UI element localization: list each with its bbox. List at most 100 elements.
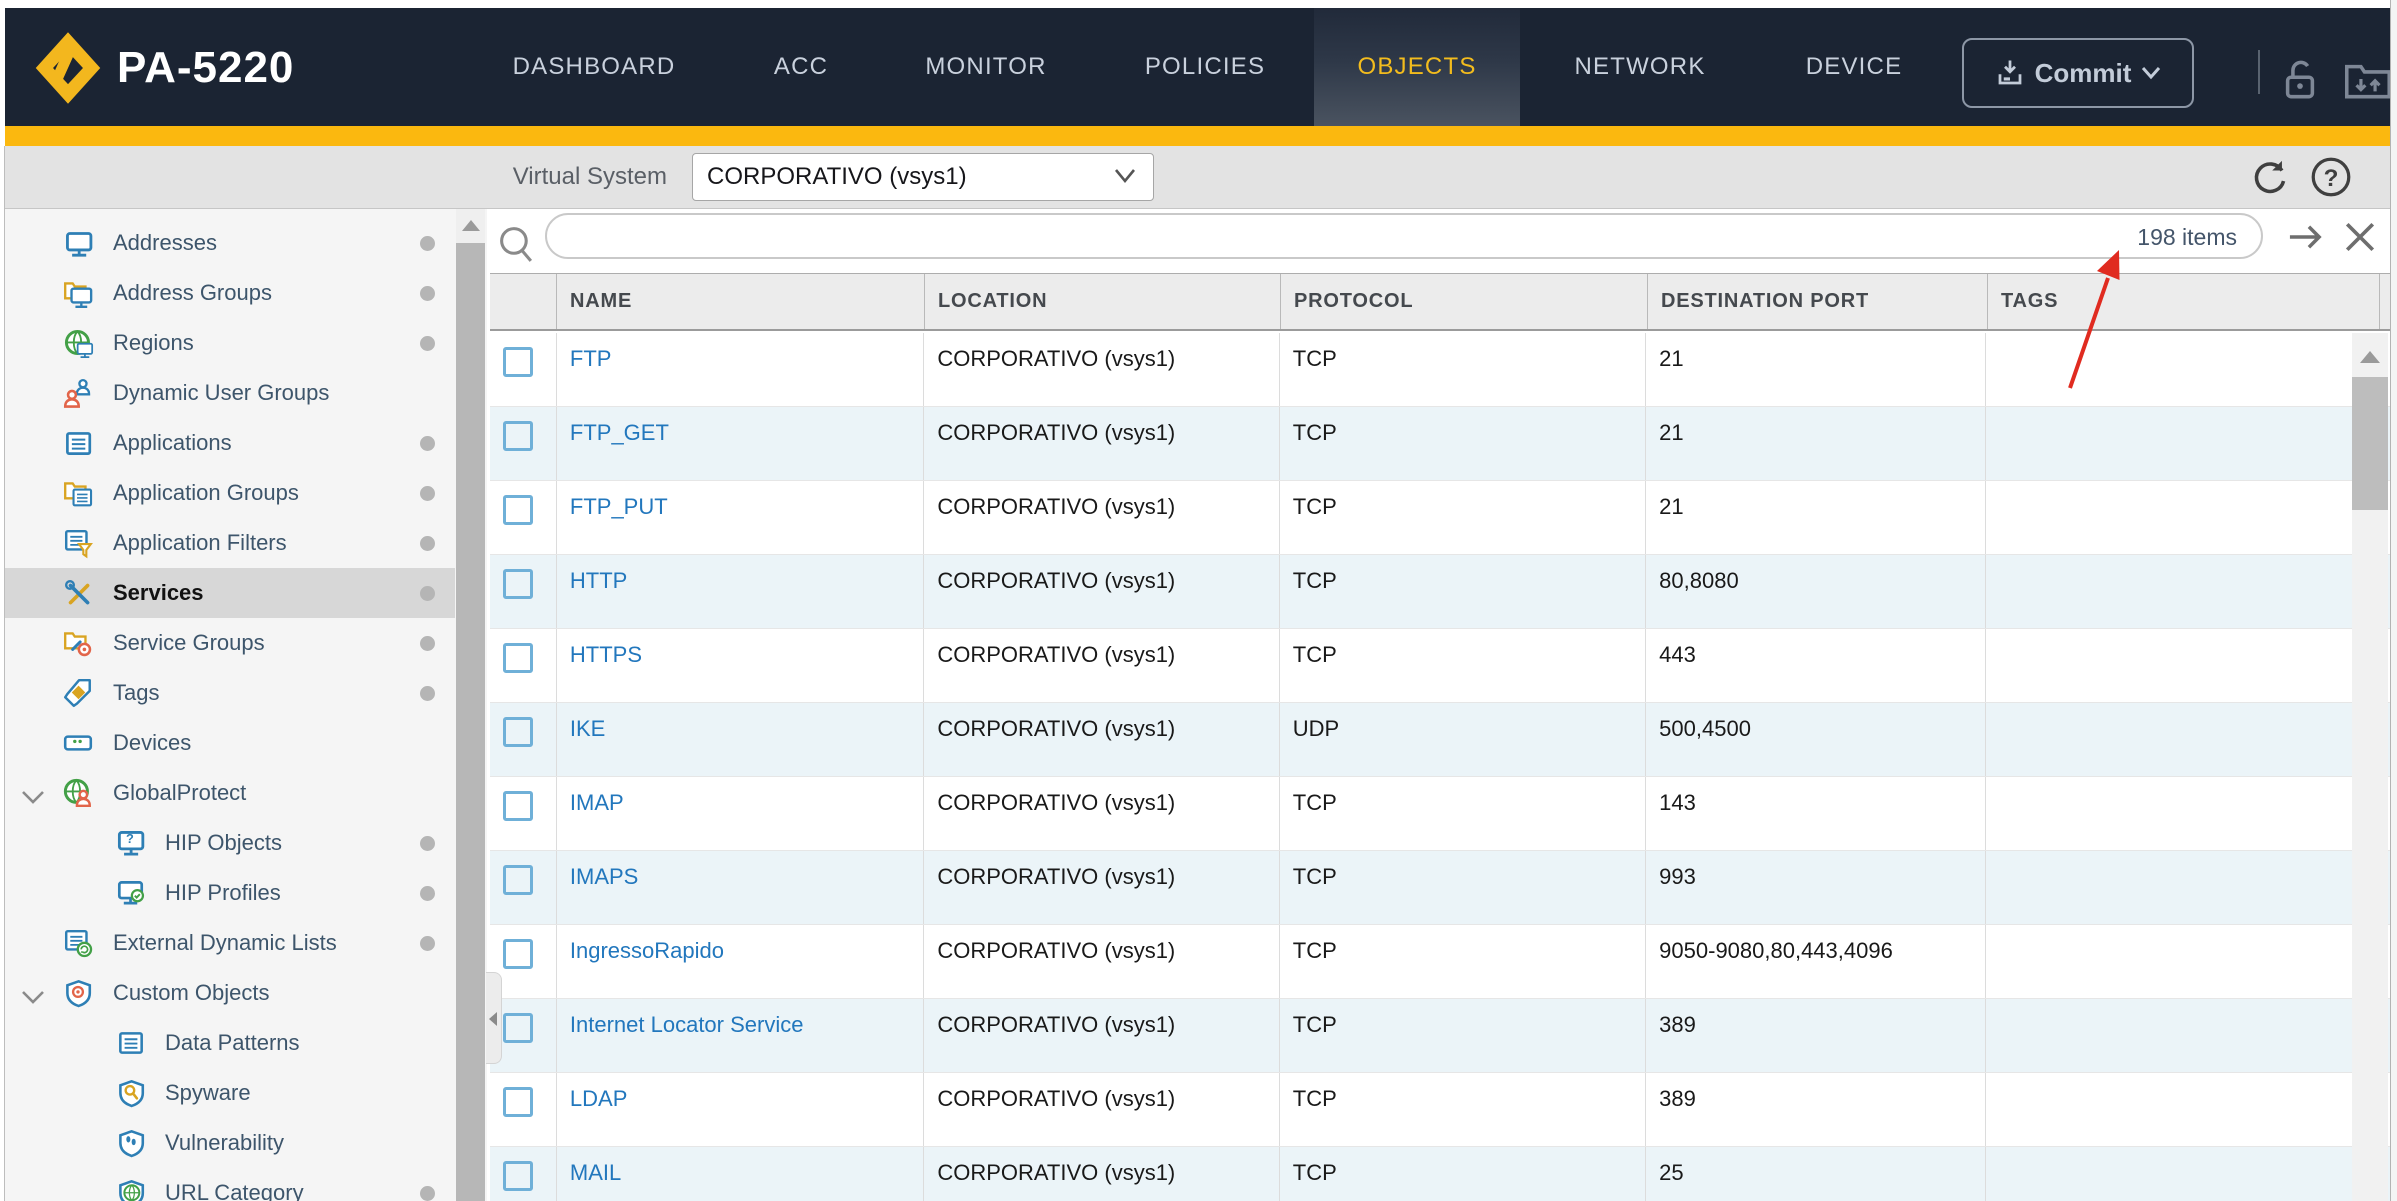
- service-name-link[interactable]: IMAPS: [570, 864, 638, 889]
- service-name-link[interactable]: HTTPS: [570, 642, 642, 667]
- row-checkbox[interactable]: [503, 643, 533, 673]
- service-name-link[interactable]: Internet Locator Service: [570, 1012, 804, 1037]
- expand-chevron-icon[interactable]: [21, 985, 45, 1011]
- regions-icon: [62, 327, 94, 359]
- row-checkbox[interactable]: [503, 569, 533, 599]
- sidebar-item-application-groups[interactable]: Application Groups: [5, 468, 455, 518]
- service-name-link[interactable]: LDAP: [570, 1086, 627, 1111]
- sidebar-item-regions[interactable]: Regions: [5, 318, 455, 368]
- sidebar-item-service-groups[interactable]: Service Groups: [5, 618, 455, 668]
- sidebar-item-globalprotect[interactable]: GlobalProtect: [5, 768, 455, 818]
- sidebar-scrollbar-thumb[interactable]: [456, 243, 485, 1201]
- row-checkbox[interactable]: [503, 1013, 533, 1043]
- sidebar-item-hip-profiles[interactable]: HIP Profiles: [5, 868, 455, 918]
- refresh-icon[interactable]: [2248, 156, 2290, 203]
- row-checkbox[interactable]: [503, 717, 533, 747]
- column-header-location[interactable]: LOCATION: [925, 274, 1281, 329]
- service-name-link[interactable]: HTTP: [570, 568, 627, 593]
- service-name-link[interactable]: FTP_PUT: [570, 494, 668, 519]
- table-row[interactable]: FTP_GETCORPORATIVO (vsys1)TCP21: [490, 407, 2390, 481]
- nav-tab-device[interactable]: DEVICE: [1806, 8, 1903, 126]
- sidebar-item-devices[interactable]: Devices: [5, 718, 455, 768]
- clear-filter-icon[interactable]: [2343, 220, 2377, 259]
- protocol-cell: TCP: [1280, 555, 1646, 628]
- config-lock-icon[interactable]: [2277, 56, 2323, 107]
- applications-icon: [62, 427, 94, 459]
- column-header-name[interactable]: NAME: [557, 274, 925, 329]
- service-name-link[interactable]: IKE: [570, 716, 605, 741]
- nav-tab-monitor[interactable]: MONITOR: [925, 8, 1046, 126]
- row-checkbox[interactable]: [503, 1087, 533, 1117]
- table-row[interactable]: IMAPCORPORATIVO (vsys1)TCP143: [490, 777, 2390, 851]
- nav-tab-acc[interactable]: ACC: [774, 8, 828, 126]
- addresses-icon: [62, 227, 94, 259]
- sidebar-item-applications[interactable]: Applications: [5, 418, 455, 468]
- table-row[interactable]: Internet Locator ServiceCORPORATIVO (vsy…: [490, 999, 2390, 1073]
- nav-tab-dashboard[interactable]: DASHBOARD: [513, 8, 676, 126]
- sidebar-item-addresses[interactable]: Addresses: [5, 218, 455, 268]
- protocol-cell: TCP: [1280, 481, 1646, 554]
- tags-cell: [1986, 481, 2377, 554]
- nav-tab-objects[interactable]: OBJECTS: [1314, 8, 1520, 126]
- row-checkbox[interactable]: [503, 495, 533, 525]
- column-header-tags[interactable]: TAGS: [1988, 274, 2380, 329]
- location-cell: CORPORATIVO (vsys1): [924, 555, 1279, 628]
- table-row[interactable]: IMAPSCORPORATIVO (vsys1)TCP993: [490, 851, 2390, 925]
- virtual-system-select[interactable]: CORPORATIVO (vsys1): [692, 153, 1154, 201]
- sidebar-item-tags[interactable]: Tags: [5, 668, 455, 718]
- tags-cell: [1986, 703, 2377, 776]
- table-row[interactable]: LDAPCORPORATIVO (vsys1)TCP389: [490, 1073, 2390, 1147]
- sidebar-scroll-up-icon[interactable]: [462, 220, 480, 231]
- sidebar-item-label: Address Groups: [113, 280, 272, 306]
- row-checkbox[interactable]: [503, 1161, 533, 1191]
- sidebar-item-dynamic-user-groups[interactable]: Dynamic User Groups: [5, 368, 455, 418]
- sidebar-item-application-filters[interactable]: Application Filters: [5, 518, 455, 568]
- service-name-link[interactable]: IngressoRapido: [570, 938, 724, 963]
- sidebar-item-url-category[interactable]: URL Category: [5, 1168, 455, 1201]
- table-row[interactable]: FTPCORPORATIVO (vsys1)TCP21: [490, 333, 2390, 407]
- row-checkbox[interactable]: [503, 791, 533, 821]
- sidebar-item-external-dynamic-lists[interactable]: External Dynamic Lists: [5, 918, 455, 968]
- nav-tab-network[interactable]: NETWORK: [1574, 8, 1705, 126]
- sidebar-item-label: Spyware: [165, 1080, 251, 1106]
- nav-tab-policies[interactable]: POLICIES: [1145, 8, 1265, 126]
- search-input[interactable]: [571, 219, 2075, 255]
- sidebar-collapse-handle[interactable]: [486, 972, 502, 1064]
- sidebar-item-services[interactable]: Services: [5, 568, 455, 618]
- service-name-link[interactable]: MAIL: [570, 1160, 621, 1185]
- row-checkbox[interactable]: [503, 347, 533, 377]
- help-icon[interactable]: ?: [2310, 156, 2352, 203]
- row-checkbox[interactable]: [503, 865, 533, 895]
- address-groups-icon: [62, 277, 94, 309]
- column-header-destination-port[interactable]: DESTINATION PORT: [1648, 274, 1988, 329]
- row-checkbox[interactable]: [503, 939, 533, 969]
- brand: PA-5220: [33, 28, 294, 108]
- sidebar-item-hip-objects[interactable]: ?HIP Objects: [5, 818, 455, 868]
- sidebar-item-address-groups[interactable]: Address Groups: [5, 268, 455, 318]
- sidebar-item-data-patterns[interactable]: Data Patterns: [5, 1018, 455, 1068]
- table-row[interactable]: IngressoRapidoCORPORATIVO (vsys1)TCP9050…: [490, 925, 2390, 999]
- external-dynamic-lists-icon: [62, 927, 94, 959]
- table-row[interactable]: MAILCORPORATIVO (vsys1)TCP25: [490, 1147, 2390, 1201]
- table-row[interactable]: HTTPCORPORATIVO (vsys1)TCP80,8080: [490, 555, 2390, 629]
- table-scroll-up-icon[interactable]: [2360, 351, 2380, 363]
- row-checkbox[interactable]: [503, 421, 533, 451]
- table-row[interactable]: HTTPSCORPORATIVO (vsys1)TCP443: [490, 629, 2390, 703]
- table-row[interactable]: IKECORPORATIVO (vsys1)UDP500,4500: [490, 703, 2390, 777]
- column-header-protocol[interactable]: PROTOCOL: [1281, 274, 1648, 329]
- apply-filter-arrow-icon[interactable]: [2287, 222, 2325, 257]
- sidebar-item-spyware[interactable]: Spyware: [5, 1068, 455, 1118]
- table-row[interactable]: FTP_PUTCORPORATIVO (vsys1)TCP21: [490, 481, 2390, 555]
- commit-button[interactable]: Commit: [1962, 38, 2194, 108]
- save-load-config-icon[interactable]: [2343, 56, 2393, 107]
- sidebar-item-vulnerability[interactable]: Vulnerability: [5, 1118, 455, 1168]
- service-name-link[interactable]: FTP_GET: [570, 420, 669, 445]
- service-name-link[interactable]: IMAP: [570, 790, 624, 815]
- name-cell: Internet Locator Service: [557, 999, 924, 1072]
- service-name-link[interactable]: FTP: [570, 346, 612, 371]
- expand-chevron-icon[interactable]: [21, 785, 45, 811]
- sidebar-item-custom-objects[interactable]: Custom Objects: [5, 968, 455, 1018]
- tags-cell: [1986, 999, 2377, 1072]
- status-dot: [420, 486, 435, 501]
- table-scrollbar-thumb[interactable]: [2352, 377, 2388, 510]
